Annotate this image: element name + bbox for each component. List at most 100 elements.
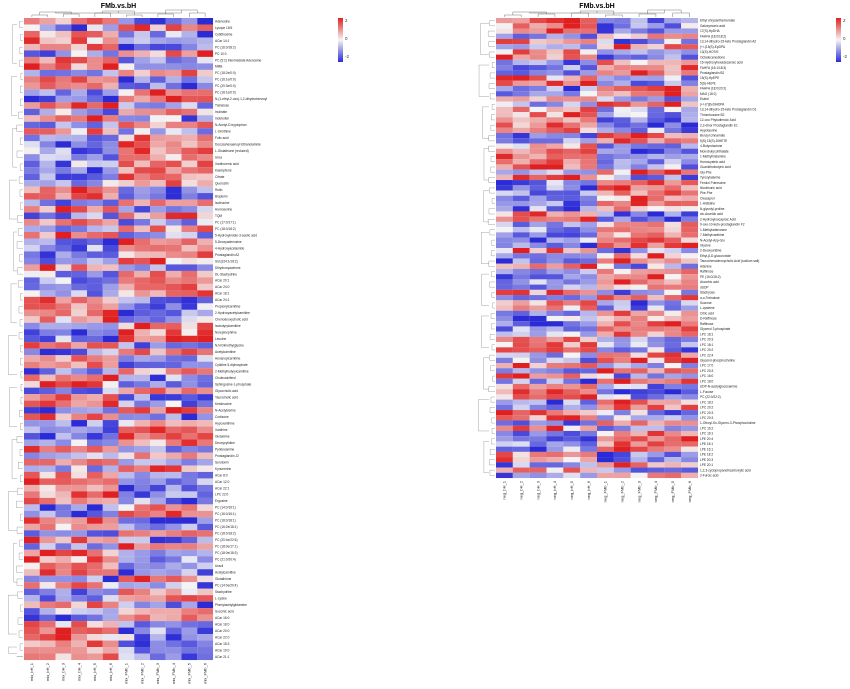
heatmap-cell: [181, 264, 198, 271]
row-label: LPE 20:1: [700, 463, 713, 467]
heatmap-cell: [24, 147, 40, 155]
heatmap-cell: [197, 199, 214, 207]
heatmap-cell: [118, 69, 135, 77]
heatmap-cell: [197, 530, 214, 537]
heatmap-cell: [39, 167, 56, 174]
heatmap-cell: [87, 277, 103, 284]
heatmap-cell: [647, 227, 665, 233]
heatmap-cell: [150, 582, 166, 589]
column-label: mix_bH_1: [29, 662, 34, 681]
heatmap-cell: [150, 387, 166, 395]
heatmap-cell: [647, 415, 665, 421]
heatmap-cell: [563, 65, 581, 71]
heatmap-cell: [165, 647, 182, 654]
heatmap-cell: [165, 601, 182, 609]
heatmap-cell: [563, 389, 581, 395]
heatmap-cell: [529, 28, 547, 34]
heatmap-cell: [102, 199, 119, 207]
heatmap-cell: [197, 374, 214, 382]
heatmap-cell: [546, 106, 564, 113]
heatmap-cell: [681, 363, 699, 369]
heatmap-cell: [597, 263, 614, 269]
heatmap-cell: [118, 478, 135, 485]
heatmap-cell: [181, 193, 198, 200]
heatmap-cell: [197, 446, 214, 453]
row-label: Kaempferol: [215, 168, 232, 172]
heatmap-cell: [118, 50, 135, 57]
heatmap-cell: [529, 248, 547, 254]
heatmap-cell: [150, 316, 166, 323]
heatmap-cell: [102, 95, 119, 103]
heatmap-cell: [118, 329, 135, 336]
heatmap-cell: [546, 206, 564, 212]
heatmap-cell: [647, 180, 665, 186]
heatmap-cell: [681, 451, 699, 458]
heatmap-cell: [512, 232, 530, 238]
heatmap-cell: [647, 216, 665, 222]
heatmap-cell: [55, 394, 72, 401]
heatmap-cell: [529, 227, 547, 233]
heatmap-cell: [118, 368, 135, 375]
heatmap-cell: [102, 556, 119, 563]
heatmap-cell: [71, 536, 88, 544]
heatmap-cell: [165, 543, 182, 550]
heatmap-cell: [24, 400, 40, 408]
heatmap-cell: [647, 122, 665, 128]
heatmap-cell: [630, 237, 648, 243]
heatmap-cell: [512, 237, 530, 243]
heatmap-cell: [134, 277, 151, 284]
heatmap-cell: [134, 257, 151, 265]
heatmap-cell: [118, 43, 135, 51]
heatmap-cell: [613, 336, 631, 343]
heatmap-cell: [118, 621, 135, 628]
row-label: Quercetin: [215, 181, 229, 185]
heatmap-cell: [597, 315, 614, 322]
heatmap-cell: [546, 44, 564, 50]
heatmap-cell: [181, 413, 198, 421]
heatmap-cell: [681, 190, 699, 196]
heatmap-cell: [134, 446, 151, 453]
heatmap-cell: [55, 154, 72, 161]
heatmap-cell: [664, 190, 682, 196]
heatmap-cell: [580, 185, 598, 191]
heatmap-cell: [512, 164, 530, 170]
row-label: 1-Oleoyl-Sn-Glycero-3-Phosphocholine: [700, 421, 756, 425]
row-label: LPC 20:2: [700, 406, 714, 410]
heatmap-cell: [55, 478, 72, 485]
row-label: Folic acid: [215, 136, 229, 140]
row-label: TQM: [215, 214, 222, 218]
heatmap-cell: [496, 284, 513, 290]
heatmap-cell: [529, 457, 547, 463]
heatmap-cell: [563, 315, 581, 322]
heatmap-cell: [512, 180, 530, 186]
heatmap-cell: [102, 478, 119, 485]
heatmap-cell: [597, 373, 614, 379]
heatmap-cell: [181, 458, 198, 466]
heatmap-cell: [512, 122, 530, 128]
heatmap-cell: [87, 102, 103, 109]
heatmap-cell: [664, 342, 682, 348]
heatmap-cell: [118, 180, 135, 187]
heatmap-cell: [87, 30, 103, 38]
heatmap-cell: [597, 258, 614, 264]
heatmap-cell: [118, 56, 135, 64]
heatmap-cell: [87, 342, 103, 349]
heatmap-cell: [87, 368, 103, 375]
heatmap-cell: [613, 237, 631, 243]
heatmap-cell: [512, 305, 530, 311]
heatmap-cell: [580, 190, 598, 196]
heatmap-cell: [681, 268, 699, 275]
heatmap-cell: [71, 420, 88, 427]
heatmap-cell: [529, 96, 547, 102]
heatmap-cell: [512, 289, 530, 296]
heatmap-cell: [563, 253, 581, 259]
heatmap-cell: [546, 253, 564, 259]
heatmap-cell: [647, 436, 665, 442]
heatmap-cell: [55, 627, 72, 635]
heatmap-cell: [681, 195, 699, 202]
heatmap-cell: [150, 497, 166, 505]
heatmap-cell: [647, 295, 665, 301]
row-label: FAHFA (18:0/18:2): [700, 34, 726, 38]
heatmap-cell: [150, 251, 166, 258]
row-label: Galoxymonic acid: [700, 24, 725, 28]
